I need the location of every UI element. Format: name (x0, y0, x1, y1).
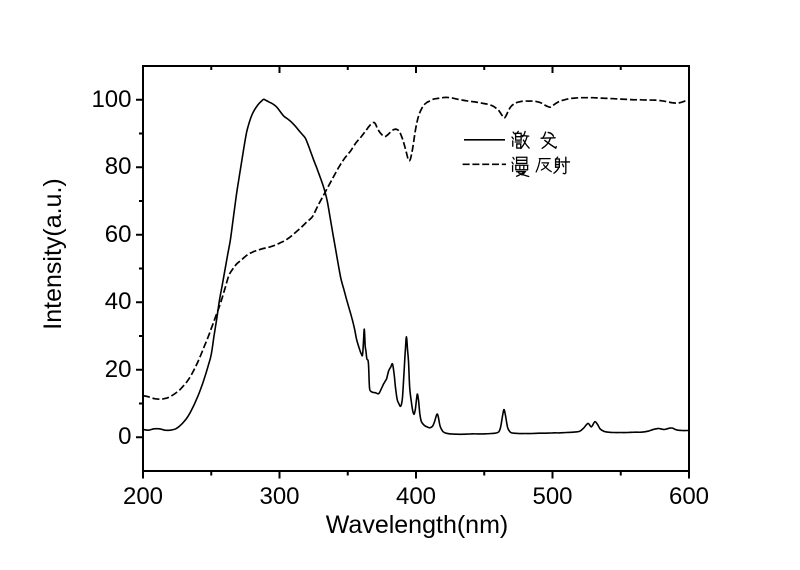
svg-text:80: 80 (105, 153, 132, 180)
svg-text:600: 600 (669, 483, 709, 510)
svg-text:100: 100 (91, 86, 131, 113)
svg-text:20: 20 (105, 356, 132, 383)
svg-text:60: 60 (105, 221, 132, 248)
svg-text:300: 300 (259, 483, 299, 510)
svg-text:Intensity(a.u.): Intensity(a.u.) (39, 178, 67, 329)
svg-text:Wavelength(nm): Wavelength(nm) (326, 511, 508, 539)
svg-text:0: 0 (118, 423, 131, 450)
svg-text:500: 500 (532, 483, 572, 510)
svg-text:40: 40 (105, 288, 132, 315)
svg-text:400: 400 (396, 483, 436, 510)
svg-text:200: 200 (123, 483, 163, 510)
